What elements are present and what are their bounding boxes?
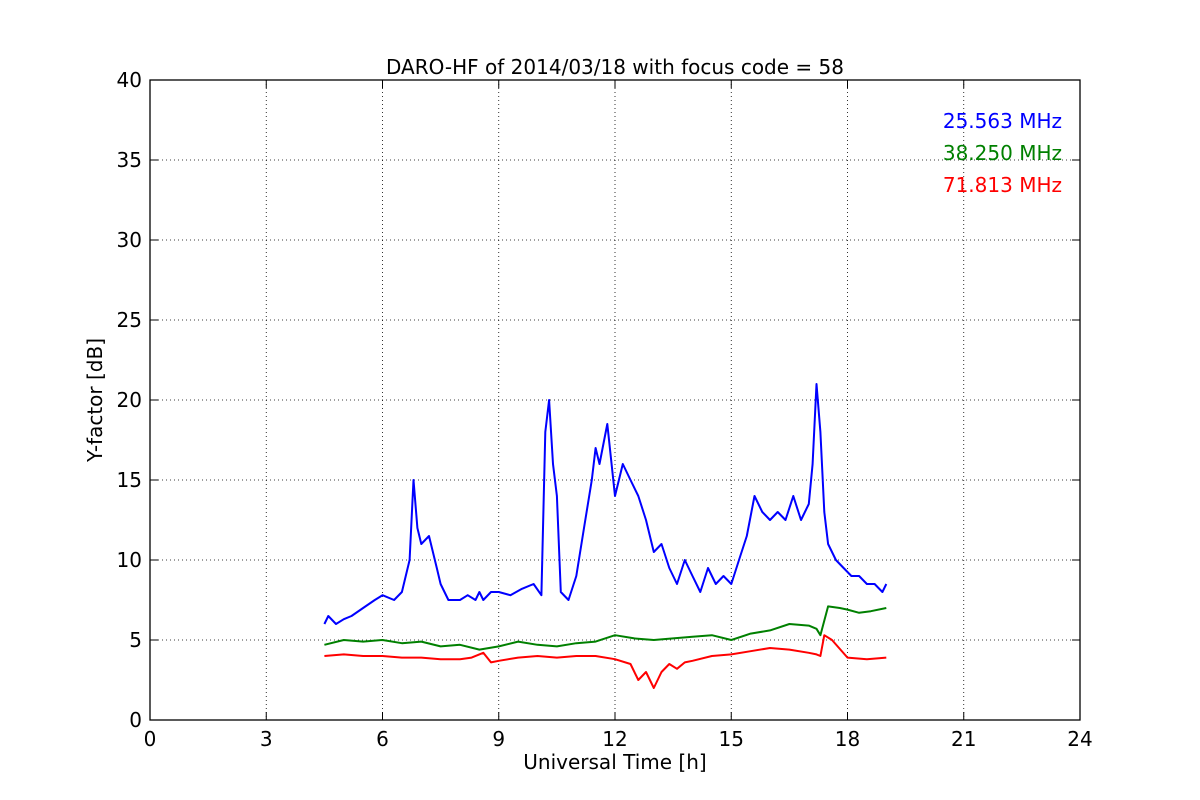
legend: 25.563 MHz 38.250 MHz 71.813 MHz bbox=[943, 109, 1062, 197]
chart-title: DARO-HF of 2014/03/18 with focus code = … bbox=[386, 55, 844, 79]
x-tick-label: 12 bbox=[602, 727, 627, 751]
x-tick-label: 6 bbox=[376, 727, 389, 751]
legend-entry: 25.563 MHz bbox=[943, 109, 1062, 133]
x-axis-title: Universal Time [h] bbox=[523, 750, 706, 774]
series-line-25-563-mhz bbox=[323, 383, 888, 625]
x-tick-label: 21 bbox=[951, 727, 976, 751]
series-line-38-250-mhz bbox=[324, 605, 887, 651]
y-tick-label: 35 bbox=[117, 148, 142, 172]
y-tick-label: 0 bbox=[129, 708, 142, 732]
x-tick-label: 9 bbox=[492, 727, 505, 751]
y-tick-label: 20 bbox=[117, 388, 142, 412]
legend-entry: 71.813 MHz bbox=[943, 173, 1062, 197]
x-tick-label: 3 bbox=[260, 727, 273, 751]
y-tick-label: 30 bbox=[117, 228, 142, 252]
grid-lines bbox=[150, 80, 1080, 720]
series-layer bbox=[323, 383, 888, 689]
x-tick-label: 0 bbox=[144, 727, 157, 751]
y-tick-label: 10 bbox=[117, 548, 142, 572]
series-line-71-813-mhz bbox=[324, 634, 887, 689]
y-tick-label: 15 bbox=[117, 468, 142, 492]
y-tick-label: 25 bbox=[117, 308, 142, 332]
x-tick-label: 15 bbox=[719, 727, 744, 751]
legend-entry: 38.250 MHz bbox=[943, 141, 1062, 165]
x-tick-label: 18 bbox=[835, 727, 860, 751]
y-tick-label: 5 bbox=[129, 628, 142, 652]
tick-layer: 0 3 6 9 12 15 18 21 24 0 5 10 15 20 25 30 35 40 bbox=[117, 68, 1093, 751]
x-tick-label: 24 bbox=[1067, 727, 1092, 751]
y-tick-label: 40 bbox=[117, 68, 142, 92]
y-axis-title: Y-factor [dB] bbox=[83, 338, 107, 463]
